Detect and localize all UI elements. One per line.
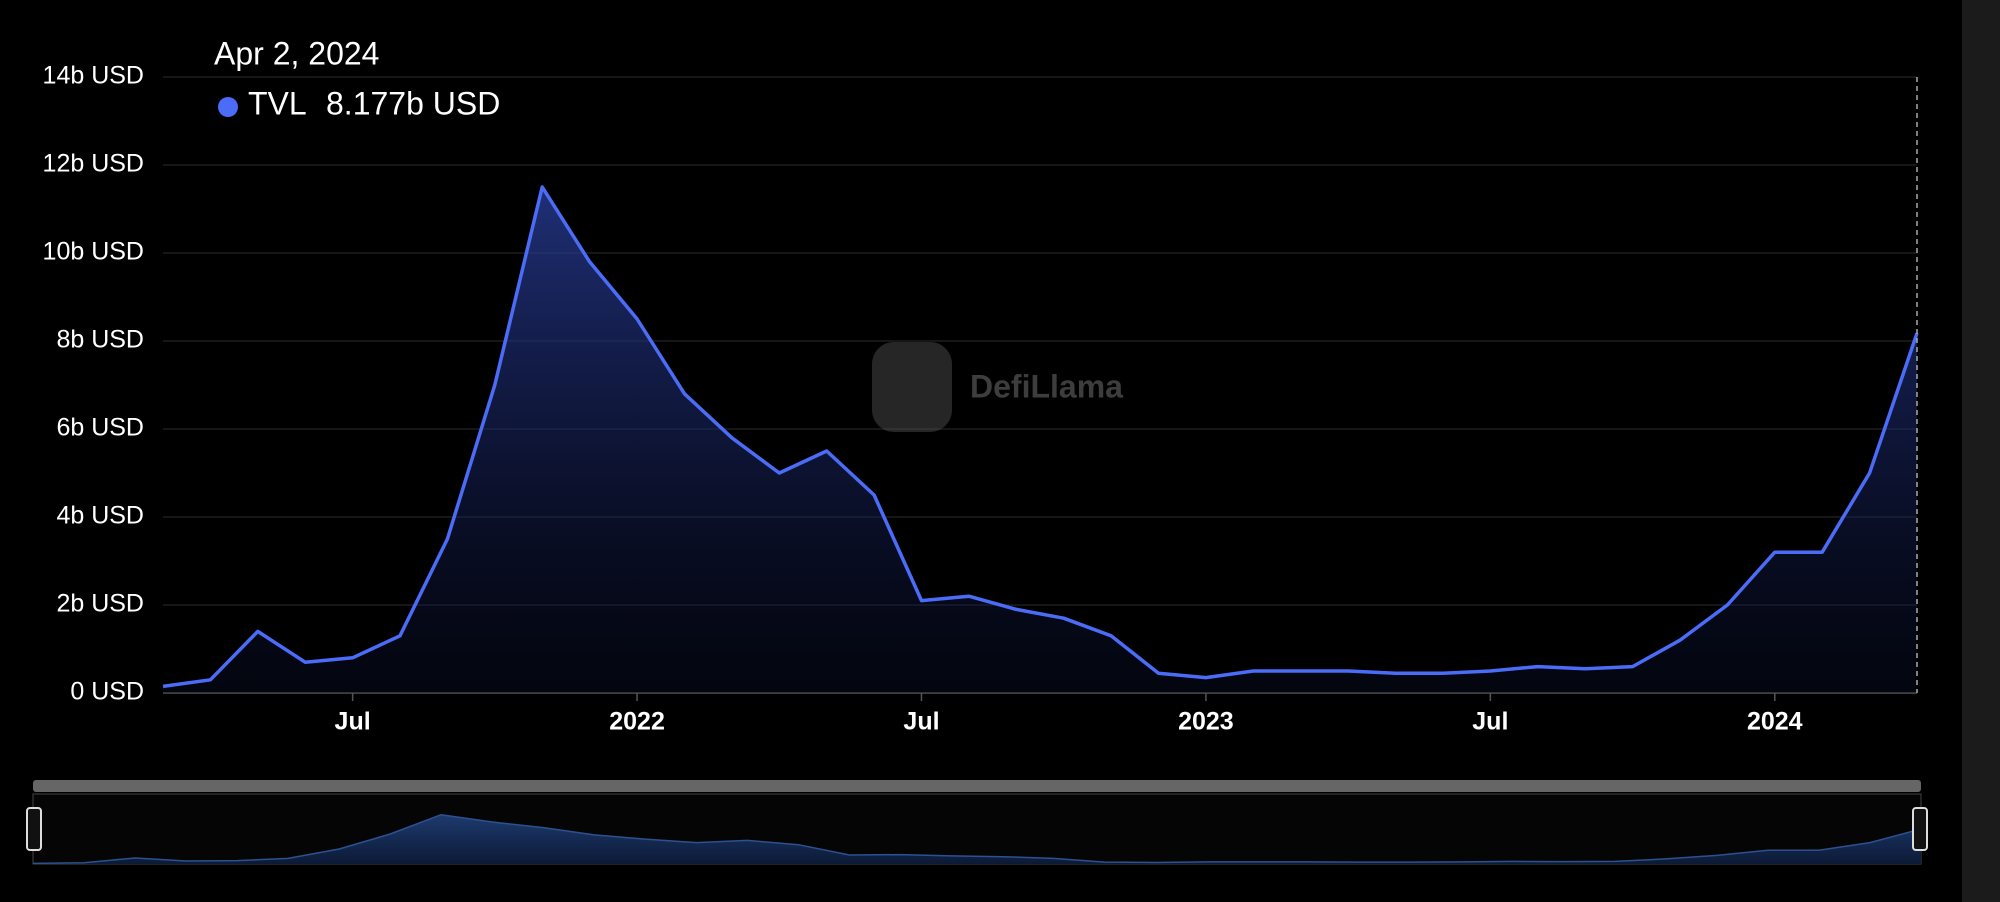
y-tick-label: 10b USD	[43, 238, 144, 266]
y-tick-label: 4b USD	[56, 502, 144, 530]
x-tick-label: 2024	[1747, 708, 1803, 736]
x-tick-label: Jul	[1472, 708, 1508, 736]
navigator-area	[33, 814, 1921, 864]
tooltip-marker	[218, 97, 238, 117]
tooltip-date: Apr 2, 2024	[214, 35, 379, 71]
line	[162, 185, 1919, 689]
area	[163, 187, 1917, 693]
x-tick-label: 2023	[1178, 708, 1234, 736]
navigator-series	[32, 813, 1922, 865]
x-tick-label: Jul	[335, 708, 371, 736]
tooltip-value: 8.177b USD	[326, 85, 500, 121]
y-tick-label: 14b USD	[43, 62, 144, 90]
x-tick-label: Jul	[903, 708, 939, 736]
navigator-line	[32, 813, 1922, 865]
grid: 0 USD 2b USD 4b USD 6b USD 8b USD 10b USD 12b …	[43, 62, 1917, 736]
y-tick-label: 0 USD	[70, 678, 144, 706]
x-tick-label: 2022	[609, 708, 665, 736]
side-panel	[1962, 0, 2000, 902]
navigator-left-handle[interactable]	[26, 807, 42, 851]
watermark-logo	[872, 342, 952, 432]
plot	[162, 185, 1919, 693]
y-tick-label: 12b USD	[43, 150, 144, 178]
y-tick-label: 6b USD	[56, 414, 144, 442]
tooltip-series: TVL	[248, 85, 307, 121]
y-tick-label: 8b USD	[56, 326, 144, 354]
watermark-text: DefiLlama	[970, 368, 1123, 404]
navigator-right-handle[interactable]	[1912, 807, 1928, 851]
y-tick-label: 2b USD	[56, 590, 144, 618]
watermark: DefiLlama	[872, 342, 1123, 432]
navigator[interactable]	[26, 780, 1928, 865]
navigator-handle-bar[interactable]	[33, 780, 1921, 792]
